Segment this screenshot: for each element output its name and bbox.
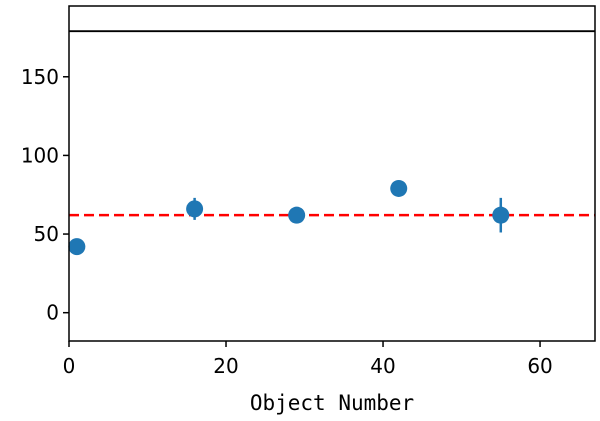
y-tick-label: 50 <box>34 222 59 246</box>
x-tick-label: 60 <box>527 354 552 378</box>
y-axis: 0 50 100 150 <box>21 65 69 325</box>
y-tick-label: 100 <box>21 143 59 167</box>
x-tick-label: 0 <box>63 354 76 378</box>
data-point <box>492 206 510 224</box>
plot-marks <box>68 30 595 256</box>
y-tick-label: 0 <box>46 301 59 325</box>
data-point <box>390 179 408 197</box>
data-point <box>186 200 204 218</box>
data-point <box>68 238 86 256</box>
x-axis-label: Object Number <box>250 391 414 415</box>
x-axis: 0 20 40 60 <box>63 341 553 378</box>
x-tick-label: 40 <box>370 354 395 378</box>
plot-frame <box>68 5 596 342</box>
y-tick-label: 150 <box>21 65 59 89</box>
x-tick-label: 20 <box>213 354 238 378</box>
data-point <box>288 206 306 224</box>
